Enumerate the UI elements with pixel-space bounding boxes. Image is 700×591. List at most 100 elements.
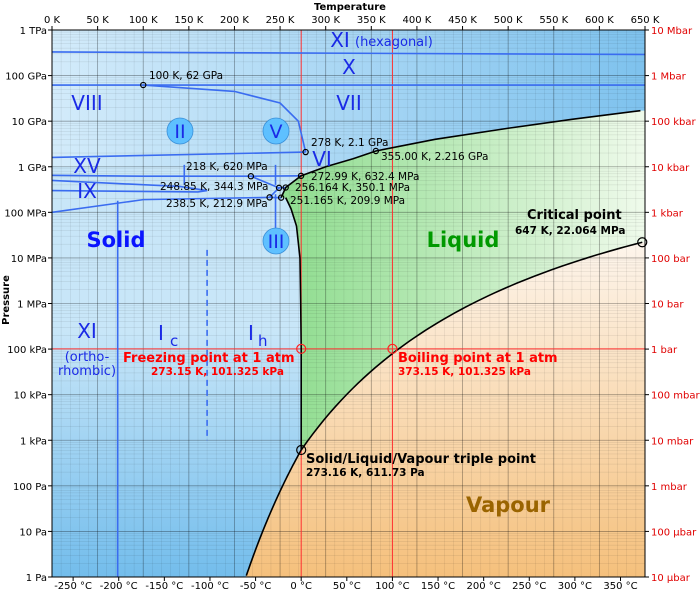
x-top-tick-label: 500 K [494,15,523,26]
y-right-tick-label: 1 mbar [651,482,688,493]
freezing-point-value: 273.15 K, 101.325 kPa [151,366,284,378]
vapour-region [246,242,645,577]
x-bottom-tick-label: 100 °C [375,581,409,591]
phase-label-hexagonal: (hexagonal) [355,35,433,50]
vaporization-curve [300,241,643,451]
x-bottom-tick-label: -250 °C [54,581,92,591]
point-251.165k: 251.165 K, 209.9 MPa [290,195,405,207]
y-right-tick-label: 1 bar [651,345,678,356]
phase-label-ih-sub: h [258,332,268,350]
x-bottom-tick-label: 0 °C [290,581,312,591]
critical-point-label: Critical point [527,208,622,223]
phase-label-ii: II [174,121,185,143]
x-bottom-tick-label: -100 °C [191,581,229,591]
boundary-xv-ii [52,174,251,178]
y-right-tick-label: 1 Mbar [651,72,687,83]
x-top-tick-label: 0 K [44,15,61,26]
x-top-tick-label: 300 K [311,15,340,26]
boundary-xi-x [52,51,645,56]
x-top-tick-label: 400 K [403,15,432,26]
point-marker [637,237,648,248]
phase-label-ic: I [158,321,164,345]
phase-circle [262,227,290,255]
x-bottom-tick-label: -200 °C [100,581,138,591]
phase-label-ic-sub: c [170,332,178,350]
phase-circle [262,117,290,145]
x-top-tick-label: 250 K [266,15,295,26]
point-marker [266,194,273,201]
y-right-tick-label: 10 µbar [651,573,691,584]
y-left-tick-label: 100 MPa [4,208,47,219]
point-100k-62gpa: 100 K, 62 GPa [149,70,223,82]
y-left-tick-label: 10 Pa [19,527,47,538]
region-label-solid: Solid [87,228,146,252]
sublimation-curve [245,449,302,576]
y-left-tick-label: 1 kPa [20,436,47,447]
point-marker [387,343,398,354]
phase-label-vi: VI [312,147,332,171]
y-right-tick-label: 10 mbar [651,436,694,447]
x-top-tick-label: 50 K [86,15,109,26]
freezing-point-label: Freezing point at 1 atm [123,351,295,366]
y-right-tick-label: 100 kbar [651,117,697,128]
phase-label-vii: VII [336,91,361,115]
x-bottom-tick-label: 300 °C [558,581,592,591]
x-top-tick-label: 350 K [357,15,386,26]
point-marker [277,194,285,201]
x-bottom-tick-label: 50 °C [333,581,361,591]
x-top-tick-label: 150 K [174,15,203,26]
phase-label-ortho-2: rhombic) [58,364,116,379]
y-left-tick-label: 10 MPa [11,254,47,265]
y-left-tick-label: 10 kPa [14,391,47,402]
phase-label-viii: VIII [71,91,102,115]
y-left-tick-label: 1 MPa [17,300,47,311]
boundary-viii-vii [143,84,307,153]
region-label-vapour: Vapour [466,493,551,517]
phase-label-iii: III [268,231,285,253]
point-marker [282,184,289,191]
x-axis-title: Temperature [314,2,386,13]
y-right-tick-label: 100 µbar [651,527,697,538]
liquid-region [281,110,645,450]
phase-label-ortho-1: (ortho- [65,350,110,365]
point-marker [372,147,380,155]
y-right-tick-label: 100 mbar [651,391,700,402]
phase-label-x: X [342,55,356,79]
region-label-liquid: Liquid [427,228,500,252]
critical-point-value: 647 K, 22.064 MPa [515,225,625,237]
point-marker [275,184,283,192]
triple-point-label: Solid/Liquid/Vapour triple point [306,452,536,467]
point-marker [247,173,255,180]
x-bottom-tick-label: 200 °C [467,581,501,591]
boiling-point-label: Boiling point at 1 atm [398,351,558,366]
y-left-tick-label: 1 Pa [26,573,47,584]
x-top-tick-label: 450 K [448,15,477,26]
x-bottom-tick-label: -50 °C [240,581,272,591]
y-left-tick-label: 100 Pa [13,482,47,493]
y-axis-title: Pressure [1,275,12,325]
y-right-tick-label: 1 kbar [651,208,684,219]
point-272.99k: 272.99 K, 632.4 MPa [311,171,419,183]
triple-point-value: 273.16 K, 611.73 Pa [306,467,425,479]
x-top-tick-label: 100 K [129,15,158,26]
x-top-tick-label: 200 K [220,15,249,26]
y-left-tick-label: 1 GPa [18,163,47,174]
boundary-ix [52,179,208,193]
y-right-tick-label: 10 kbar [651,163,690,174]
phase-label-xi-hex: XI [330,28,350,52]
point-marker [302,148,309,156]
x-bottom-tick-label: -150 °C [145,581,183,591]
point-278k-2.1gpa: 278 K, 2.1 GPa [311,137,388,149]
x-top-tick-label: 600 K [585,15,614,26]
point-256.164k: 256.164 K, 350.1 MPa [295,182,410,194]
x-bottom-tick-label: 350 °C [603,581,637,591]
melting-curve-high [280,109,641,198]
x-top-tick-label: 650 K [631,15,660,26]
phase-label-ix: IX [77,179,97,203]
phase-label-xi-ortho: XI [77,319,97,343]
point-218k-620mpa: 218 K, 620 MPa [186,161,268,173]
y-right-tick-label: 10 bar [651,300,684,311]
phase-label-xv: XV [73,154,101,178]
phase-label-ih: I [248,321,254,345]
